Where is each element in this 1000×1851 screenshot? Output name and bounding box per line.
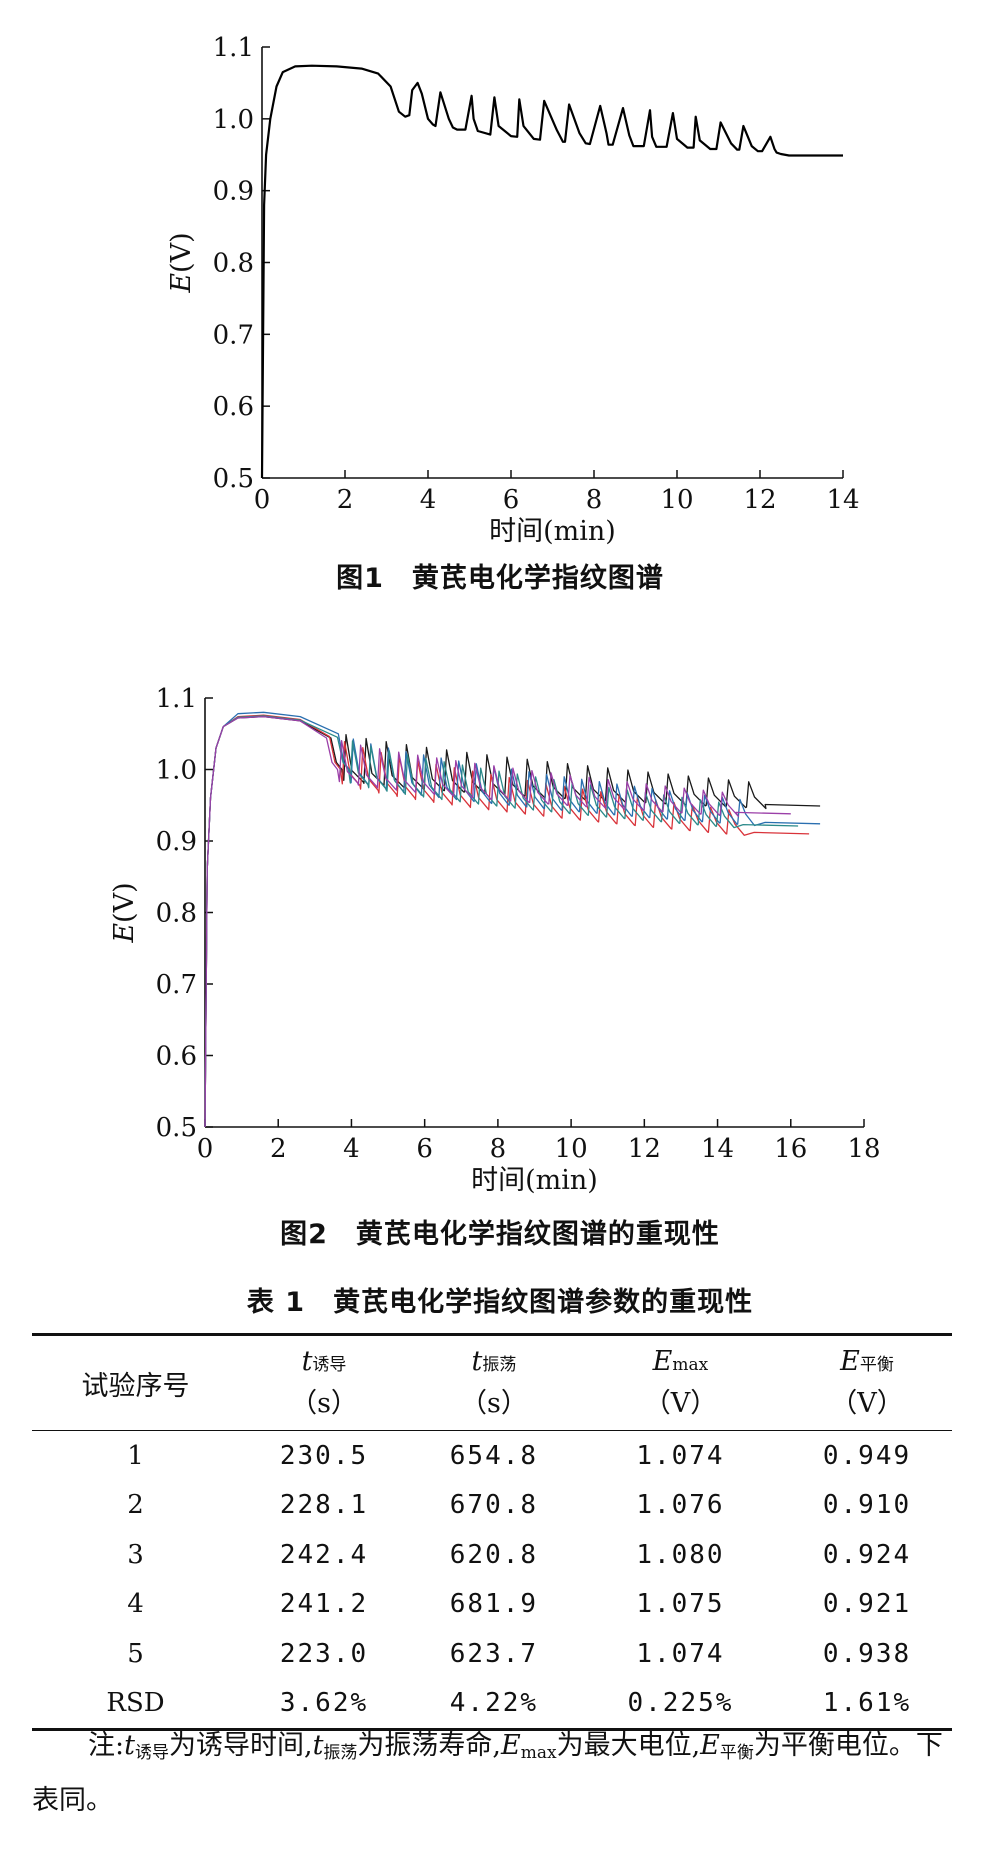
- x-tick-label: 2: [337, 485, 354, 515]
- x-tick-label: 6: [503, 485, 520, 515]
- table-cell: 1.080: [636, 1539, 725, 1570]
- x-tick-label: 18: [847, 1134, 880, 1164]
- y-tick-label: 0.5: [213, 464, 254, 494]
- y-tick-label: 0.7: [156, 970, 197, 1000]
- table-cell: 654.8: [449, 1440, 539, 1471]
- table-cell: 1.075: [636, 1589, 725, 1620]
- table-cell: 2: [127, 1490, 144, 1521]
- table-cell: 623.7: [449, 1638, 539, 1669]
- y-tick-label: 0.9: [156, 827, 197, 857]
- x-tick-label: 14: [701, 1134, 734, 1164]
- table-cell: 0.949: [822, 1440, 912, 1471]
- x-tick-label: 14: [826, 485, 859, 515]
- figure-2-chart: 0.5 0.6 0.7 0.8 0.9 1.0 1.1 0 2 4 6 8 10 12 14 16 18 时间(m…: [109, 684, 881, 1196]
- y-tick-label: 0.6: [156, 1042, 197, 1072]
- table-cell: 223.0: [279, 1638, 369, 1669]
- y-axis-label: E(V): [166, 232, 197, 293]
- table-cell: 0.938: [822, 1638, 912, 1669]
- x-tick-label: 2: [270, 1134, 287, 1164]
- table-row: RSD 3.62% 4.22% 0.225% 1.61%: [32, 1679, 952, 1730]
- table-cell: 1.074: [636, 1440, 725, 1471]
- x-tick-label: 8: [586, 485, 603, 515]
- table-cell: 0.910: [822, 1490, 912, 1521]
- series-line-5: [204, 715, 791, 1128]
- parameter-table: 试验序号 t诱导 （s） t振荡 （s） Emax （V） E平衡 （V） 1 230.…: [32, 1333, 952, 1731]
- figure-2-caption: 图2 黄芪电化学指纹图谱的重现性: [280, 1219, 720, 1250]
- table-cell: 3: [127, 1539, 144, 1570]
- figure-1-chart: 0.5 0.6 0.7 0.8 0.9 1.0 1.1 0 2 4 6 8 10 12 14 时间(min) E…: [166, 33, 860, 547]
- table-cell: 1.074: [636, 1638, 725, 1669]
- table-cell: 4.22%: [449, 1688, 539, 1719]
- y-tick-label: 0.5: [156, 1113, 197, 1143]
- x-tick-label: 4: [420, 485, 437, 515]
- y-tick-label: 0.6: [213, 392, 254, 422]
- col-header-e-eq: E平衡 （V）: [830, 1346, 904, 1419]
- x-tick-label: 10: [660, 485, 693, 515]
- series-line-1: [204, 715, 821, 1128]
- table-header-row: 试验序号 t诱导 （s） t振荡 （s） Emax （V） E平衡 （V）: [32, 1334, 952, 1431]
- table-cell: 3.62%: [279, 1688, 369, 1719]
- col-header-t-induction: t诱导 （s）: [290, 1346, 358, 1419]
- table-cell: 4: [127, 1589, 144, 1620]
- x-axis-label: 时间(min): [489, 516, 616, 547]
- table-title: 表 1 黄芪电化学指纹图谱参数的重现性: [246, 1287, 754, 1318]
- series-line-4: [204, 715, 799, 1128]
- table-cell: 1.076: [636, 1490, 725, 1521]
- table-cell: 0.924: [822, 1539, 912, 1570]
- table-row: 3 242.4 620.8 1.080 0.924: [32, 1530, 952, 1580]
- y-tick-label: 0.8: [156, 899, 197, 929]
- y-tick-label: 1.1: [156, 684, 197, 714]
- table-row: 5 223.0 623.7 1.074 0.938: [32, 1629, 952, 1679]
- series-line-1: [260, 64, 843, 479]
- y-tick-label: 0.7: [213, 320, 254, 350]
- table-cell: 241.2: [279, 1589, 369, 1620]
- x-tick-label: 0: [254, 485, 271, 515]
- table-cell: RSD: [106, 1688, 165, 1719]
- x-axis-label: 时间(min): [471, 1165, 598, 1196]
- table-cell: 670.8: [449, 1490, 539, 1521]
- table-cell: 0.225%: [627, 1688, 734, 1719]
- table-cell: 681.9: [449, 1589, 539, 1620]
- table-row: 2 228.1 670.8 1.076 0.910: [32, 1481, 952, 1531]
- x-tick-label: 12: [628, 1134, 661, 1164]
- series-line-2: [204, 714, 810, 1128]
- x-tick-label: 8: [490, 1134, 507, 1164]
- table-cell: 620.8: [449, 1539, 539, 1570]
- x-tick-label: 6: [416, 1134, 433, 1164]
- x-tick-label: 0: [197, 1134, 214, 1164]
- table-cell: 230.5: [279, 1440, 369, 1471]
- y-axis-label: E(V): [109, 882, 140, 943]
- col-header-e-max: Emax （V）: [643, 1346, 718, 1419]
- table-cell: 5: [127, 1638, 144, 1669]
- table-note: 注:t诱导为诱导时间,t振荡为振荡寿命,Emax为最大电位,E平衡为平衡电位。下…: [32, 1730, 943, 1816]
- y-tick-label: 1.0: [213, 105, 254, 135]
- table-row: 1 230.5 654.8 1.074 0.949: [32, 1431, 952, 1481]
- y-tick-label: 0.8: [213, 249, 254, 279]
- x-tick-label: 10: [555, 1134, 588, 1164]
- table-cell: 1.61%: [822, 1688, 912, 1719]
- table-cell: 242.4: [279, 1539, 369, 1570]
- y-tick-label: 0.9: [213, 177, 254, 207]
- y-tick-label: 1.0: [156, 756, 197, 786]
- figure-1-caption: 图1 黄芪电化学指纹图谱: [336, 563, 664, 594]
- table-cell: 228.1: [279, 1490, 369, 1521]
- col-header-trial: 试验序号: [81, 1370, 190, 1402]
- y-tick-label: 1.1: [213, 33, 254, 63]
- x-tick-label: 4: [343, 1134, 360, 1164]
- x-tick-label: 16: [774, 1134, 807, 1164]
- table-cell: 1: [127, 1440, 144, 1471]
- x-tick-label: 12: [743, 485, 776, 515]
- table-cell: 0.921: [822, 1589, 912, 1620]
- table-row: 4 241.2 681.9 1.075 0.921: [32, 1580, 952, 1630]
- col-header-t-oscillation: t振荡 （s）: [460, 1346, 528, 1419]
